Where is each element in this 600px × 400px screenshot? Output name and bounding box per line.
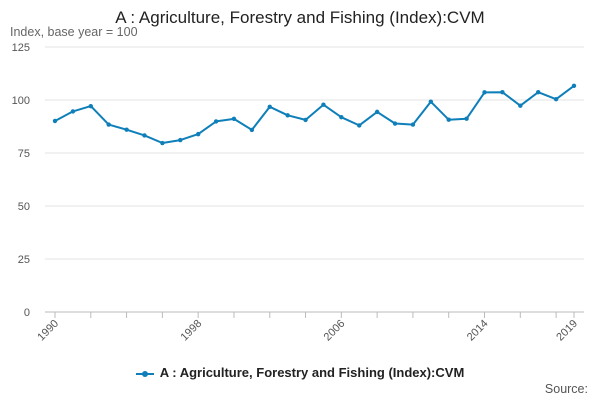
data-point-2019 [571, 83, 577, 88]
y-tick-label-25: 25 [18, 254, 30, 266]
data-point-2015 [500, 89, 505, 95]
data-point-1993 [106, 122, 111, 127]
data-point-1992 [88, 103, 93, 109]
source-label: Source: [544, 382, 588, 396]
data-point-1997 [178, 137, 183, 143]
data-point-1995 [142, 133, 147, 138]
data-point-2014 [482, 90, 487, 95]
y-axis-unit-label: Index, base year = 100 [10, 25, 138, 39]
x-tick-label-2019: 2019 [554, 318, 580, 344]
data-point-2007 [357, 123, 362, 128]
data-point-2001 [249, 127, 255, 133]
data-point-2009 [392, 121, 398, 126]
x-tick-label-2006: 2006 [322, 318, 348, 344]
y-tick-label-0: 0 [24, 307, 30, 319]
data-point-2017 [536, 89, 541, 95]
y-tick-label-50: 50 [18, 201, 30, 213]
data-point-1998 [195, 131, 201, 137]
data-point-2012 [446, 117, 451, 122]
data-point-2008 [374, 109, 380, 115]
data-point-2004 [303, 117, 308, 123]
data-point-2000 [231, 116, 237, 122]
data-point-1994 [124, 127, 129, 132]
legend-series-swatch [135, 368, 154, 380]
data-point-2005 [321, 102, 326, 107]
data-point-2006 [339, 114, 344, 120]
data-point-1990 [52, 118, 58, 124]
x-tick-label-2014: 2014 [465, 318, 491, 344]
y-tick-label-125: 125 [12, 42, 30, 54]
series-line-0 [54, 84, 575, 144]
x-tick-label-1998: 1998 [178, 318, 204, 344]
data-point-1999 [213, 119, 219, 124]
data-point-2016 [518, 103, 523, 108]
y-tick-label-75: 75 [18, 148, 30, 160]
data-point-2002 [267, 104, 272, 109]
data-point-1996 [160, 140, 165, 146]
x-tick-label-1990: 1990 [35, 318, 61, 344]
legend-series-label: A : Agriculture, Forestry and Fishing (I… [159, 365, 465, 380]
data-point-1991 [70, 109, 76, 114]
y-tick-label-100: 100 [12, 95, 30, 107]
data-point-2011 [428, 99, 434, 104]
legend[interactable]: A : Agriculture, Forestry and Fishing (I… [0, 365, 600, 380]
data-point-2010 [410, 122, 416, 127]
data-point-2003 [285, 113, 290, 118]
data-point-2013 [464, 116, 469, 121]
chart-title: A : Agriculture, Forestry and Fishing (I… [115, 8, 485, 27]
data-point-2018 [553, 96, 559, 102]
